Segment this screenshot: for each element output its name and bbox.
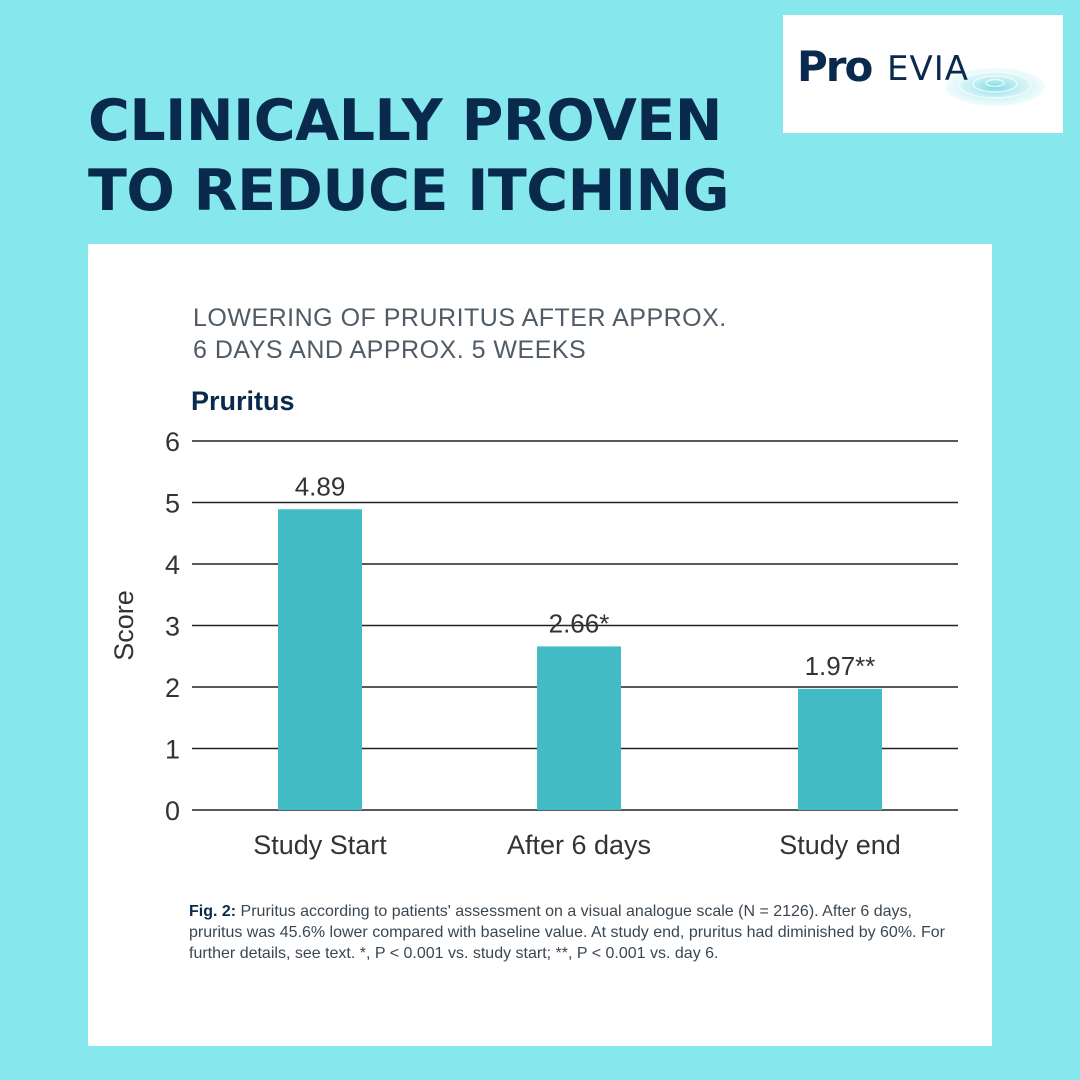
caption-label: Fig. 2: — [189, 903, 237, 920]
bar-value-label: 2.66* — [549, 608, 610, 638]
x-category-label: Study Start — [253, 830, 387, 860]
logo-graphic: Pro EVIA — [797, 42, 1045, 106]
y-tick-label: 5 — [165, 489, 180, 519]
bar-value-label: 4.89 — [295, 471, 346, 501]
y-tick-label: 6 — [165, 427, 180, 457]
y-tick-label: 3 — [165, 612, 180, 642]
chart-subtitle-line-1: LOWERING OF PRURITUS AFTER APPROX. — [193, 304, 727, 332]
y-tick-label: 2 — [165, 673, 180, 703]
bar — [278, 509, 362, 810]
headline-line-2: TO REDUCE ITCHING — [88, 158, 730, 224]
bar — [798, 688, 882, 810]
logo-text-bold: Pro — [797, 42, 872, 91]
y-tick-label: 1 — [165, 735, 180, 765]
chart-title: Pruritus — [191, 386, 295, 416]
headline: CLINICALLY PROVEN TO REDUCE ITCHING — [88, 86, 730, 226]
y-tick-label: 0 — [165, 796, 180, 826]
logo-text-light: EVIA — [887, 49, 969, 89]
brand-logo: Pro EVIA — [783, 15, 1063, 133]
y-tick-label: 4 — [165, 550, 180, 580]
chart-subtitle: LOWERING OF PRURITUS AFTER APPROX. 6 DAY… — [193, 302, 727, 366]
headline-line-1: CLINICALLY PROVEN — [88, 88, 722, 154]
bar-chart: 0 1 2 3 4 5 6 Score 4.89 Study Start 2.66* After 6 … — [109, 427, 958, 860]
caption-text: Pruritus according to patients' assessme… — [189, 903, 945, 962]
chart-card: LOWERING OF PRURITUS AFTER APPROX. 6 DAY… — [88, 244, 992, 1046]
figure-caption: Fig. 2: Pruritus according to patients' … — [189, 901, 959, 964]
chart-subtitle-line-2: 6 DAYS AND APPROX. 5 WEEKS — [193, 336, 587, 364]
bar — [537, 646, 621, 810]
bar-value-label: 1.97** — [805, 651, 876, 681]
y-axis-label: Score — [109, 590, 139, 661]
x-category-label: Study end — [779, 830, 901, 860]
x-category-label: After 6 days — [507, 830, 651, 860]
